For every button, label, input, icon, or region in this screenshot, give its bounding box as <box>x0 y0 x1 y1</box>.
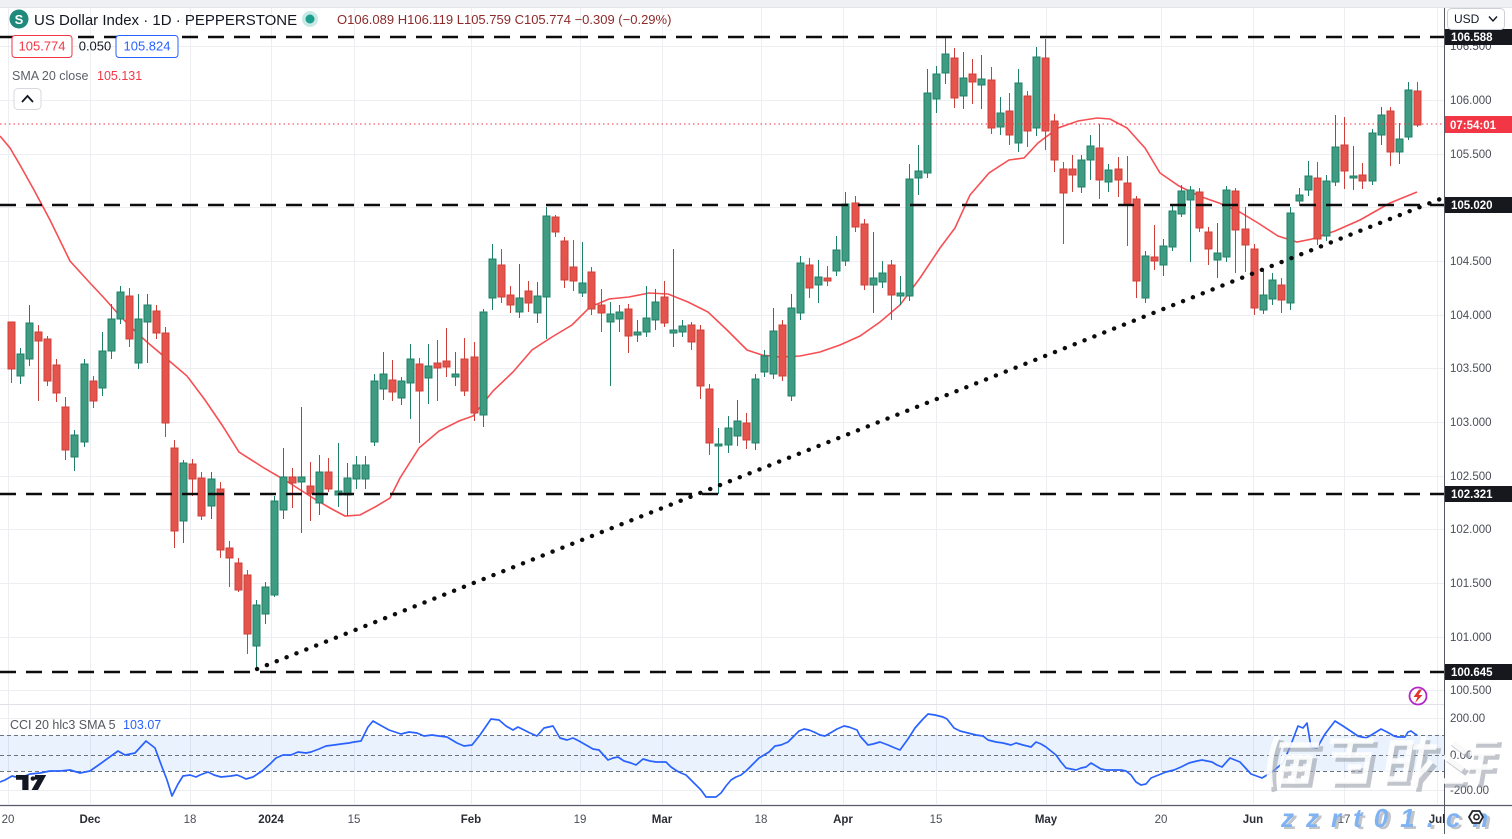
svg-text:15: 15 <box>930 814 943 826</box>
svg-text:0.050: 0.050 <box>79 39 112 54</box>
svg-text:18: 18 <box>755 814 768 826</box>
svg-text:Jun: Jun <box>1243 814 1263 826</box>
svg-text:105.500: 105.500 <box>1450 149 1492 161</box>
svg-text:105.020: 105.020 <box>1451 200 1493 212</box>
svg-text:200.00: 200.00 <box>1450 713 1485 725</box>
svg-text:17: 17 <box>1338 814 1351 826</box>
svg-text:100.645: 100.645 <box>1451 667 1493 679</box>
svg-text:US Dollar Index · 1D · PEPPERS: US Dollar Index · 1D · PEPPERSTONE <box>34 12 297 29</box>
svg-text:101.500: 101.500 <box>1450 578 1492 590</box>
svg-text:103.500: 103.500 <box>1450 363 1492 375</box>
svg-text:May: May <box>1035 814 1058 826</box>
svg-text:104.500: 104.500 <box>1450 256 1492 268</box>
svg-text:106.000: 106.000 <box>1450 95 1492 107</box>
svg-text:19: 19 <box>574 814 587 826</box>
svg-text:Apr: Apr <box>833 814 853 826</box>
svg-text:20: 20 <box>2 814 15 826</box>
svg-text:106.588: 106.588 <box>1451 32 1493 44</box>
svg-text:105.774: 105.774 <box>19 39 66 54</box>
svg-text:USD: USD <box>1454 12 1480 26</box>
svg-text:07:54:01: 07:54:01 <box>1450 120 1497 132</box>
svg-text:103.07: 103.07 <box>123 718 161 732</box>
svg-text:102.000: 102.000 <box>1450 524 1492 536</box>
svg-text:104.000: 104.000 <box>1450 310 1492 322</box>
svg-text:-200.00: -200.00 <box>1450 785 1489 797</box>
svg-text:O106.089 H106.119 L105.759 C10: O106.089 H106.119 L105.759 C105.774 −0.3… <box>337 12 671 27</box>
svg-text:SMA 20 close: SMA 20 close <box>12 69 88 83</box>
svg-text:103.000: 103.000 <box>1450 417 1492 429</box>
svg-text:Jul: Jul <box>1429 814 1446 826</box>
svg-text:Feb: Feb <box>461 814 481 826</box>
svg-text:CCI 20 hlc3 SMA 5: CCI 20 hlc3 SMA 5 <box>10 718 116 732</box>
svg-text:zzrt01.cn: zzrt01.cn <box>1283 805 1503 834</box>
svg-text:105.824: 105.824 <box>124 39 171 54</box>
svg-text:Dec: Dec <box>79 814 101 826</box>
svg-text:102.500: 102.500 <box>1450 471 1492 483</box>
svg-text:105.131: 105.131 <box>97 69 142 83</box>
svg-text:15: 15 <box>348 814 361 826</box>
svg-text:20: 20 <box>1155 814 1168 826</box>
svg-text:100.500: 100.500 <box>1450 685 1492 697</box>
svg-text:102.321: 102.321 <box>1451 489 1493 501</box>
svg-text:zzrt01.cn: zzrt01.cn <box>1280 803 1500 833</box>
svg-text:S: S <box>15 12 24 27</box>
svg-text:2024: 2024 <box>258 814 284 826</box>
svg-text:101.000: 101.000 <box>1450 632 1492 644</box>
svg-text:Mar: Mar <box>652 814 673 826</box>
svg-text:18: 18 <box>184 814 197 826</box>
